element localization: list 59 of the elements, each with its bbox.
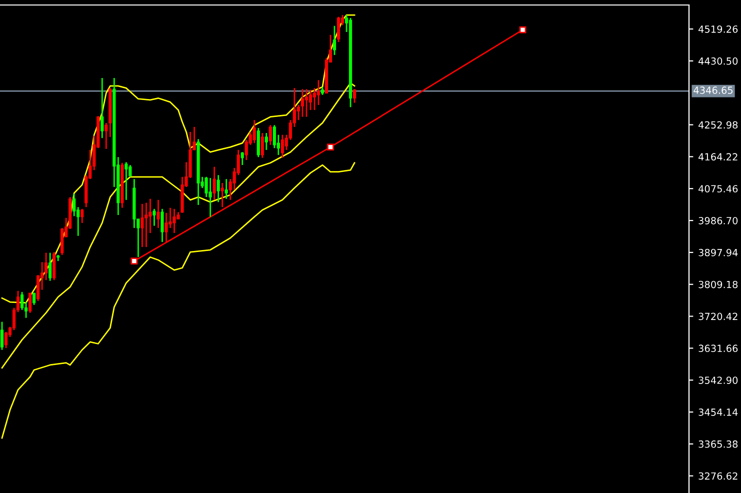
- candlestick: [220, 182, 224, 208]
- candlestick: [316, 79, 320, 106]
- candlestick: [72, 193, 76, 217]
- candlestick: [140, 203, 144, 248]
- candlestick: [4, 331, 8, 349]
- candlestick: [0, 321, 4, 351]
- candlestick: [100, 77, 104, 139]
- candlestick: [20, 291, 24, 311]
- line-series: [1, 14, 356, 304]
- candlestick: [152, 208, 156, 226]
- candlestick: [264, 132, 268, 151]
- point: [130, 258, 138, 265]
- candlestick: [208, 177, 212, 218]
- candlestick: [300, 88, 304, 118]
- candlestick: [36, 274, 40, 302]
- candlestick: [336, 16, 340, 43]
- y-tick-label: 4164.22: [698, 153, 738, 161]
- candlestick: [252, 119, 256, 144]
- y-tick-label: 4430.50: [698, 57, 738, 65]
- y-tick-label: 3276.62: [698, 472, 738, 480]
- candlestick: [280, 134, 284, 159]
- candlestick: [268, 124, 272, 146]
- candlestick: [172, 208, 176, 234]
- y-tick-label: 3454.14: [698, 408, 738, 416]
- candlestick: [60, 227, 64, 256]
- ref-line-label: 4346.65: [694, 86, 733, 94]
- candlestick: [260, 132, 264, 159]
- candlestick: [160, 208, 164, 243]
- candlestick: [240, 151, 244, 166]
- y-tick-label: 3542.90: [698, 376, 738, 384]
- y-tick-label: 3365.38: [698, 440, 738, 448]
- candlestick: [80, 208, 84, 224]
- candlestick: [144, 202, 148, 248]
- candlestick: [352, 88, 356, 104]
- candlestick: [124, 161, 128, 201]
- candlestick: [216, 174, 220, 203]
- y-tick-label: 3897.94: [698, 248, 738, 256]
- y-tick-label: 3631.66: [698, 344, 738, 352]
- y-tick-label: 3720.42: [698, 312, 738, 320]
- candlestick: [156, 199, 160, 229]
- y-tick-label: 4519.26: [698, 25, 738, 33]
- candlestick: [48, 252, 52, 282]
- candlestick: [312, 87, 316, 111]
- candlestick: [332, 25, 336, 56]
- y-tick-label: 4075.46: [698, 185, 738, 192]
- candlestick: [304, 88, 308, 118]
- candlestick: [164, 212, 168, 243]
- candlestick: [32, 292, 36, 306]
- candlestick: [224, 178, 228, 200]
- line-series: [1, 82, 356, 369]
- y-tick-label: 3986.70: [698, 216, 738, 224]
- line-series: [1, 162, 356, 439]
- point: [327, 144, 334, 151]
- candlestick: [308, 89, 312, 111]
- y-tick-label: 3809.18: [698, 280, 738, 288]
- candlestick: [28, 292, 32, 314]
- candlestick: [212, 166, 216, 201]
- y-tick-label: 4252.98: [698, 121, 738, 129]
- point: [519, 26, 526, 34]
